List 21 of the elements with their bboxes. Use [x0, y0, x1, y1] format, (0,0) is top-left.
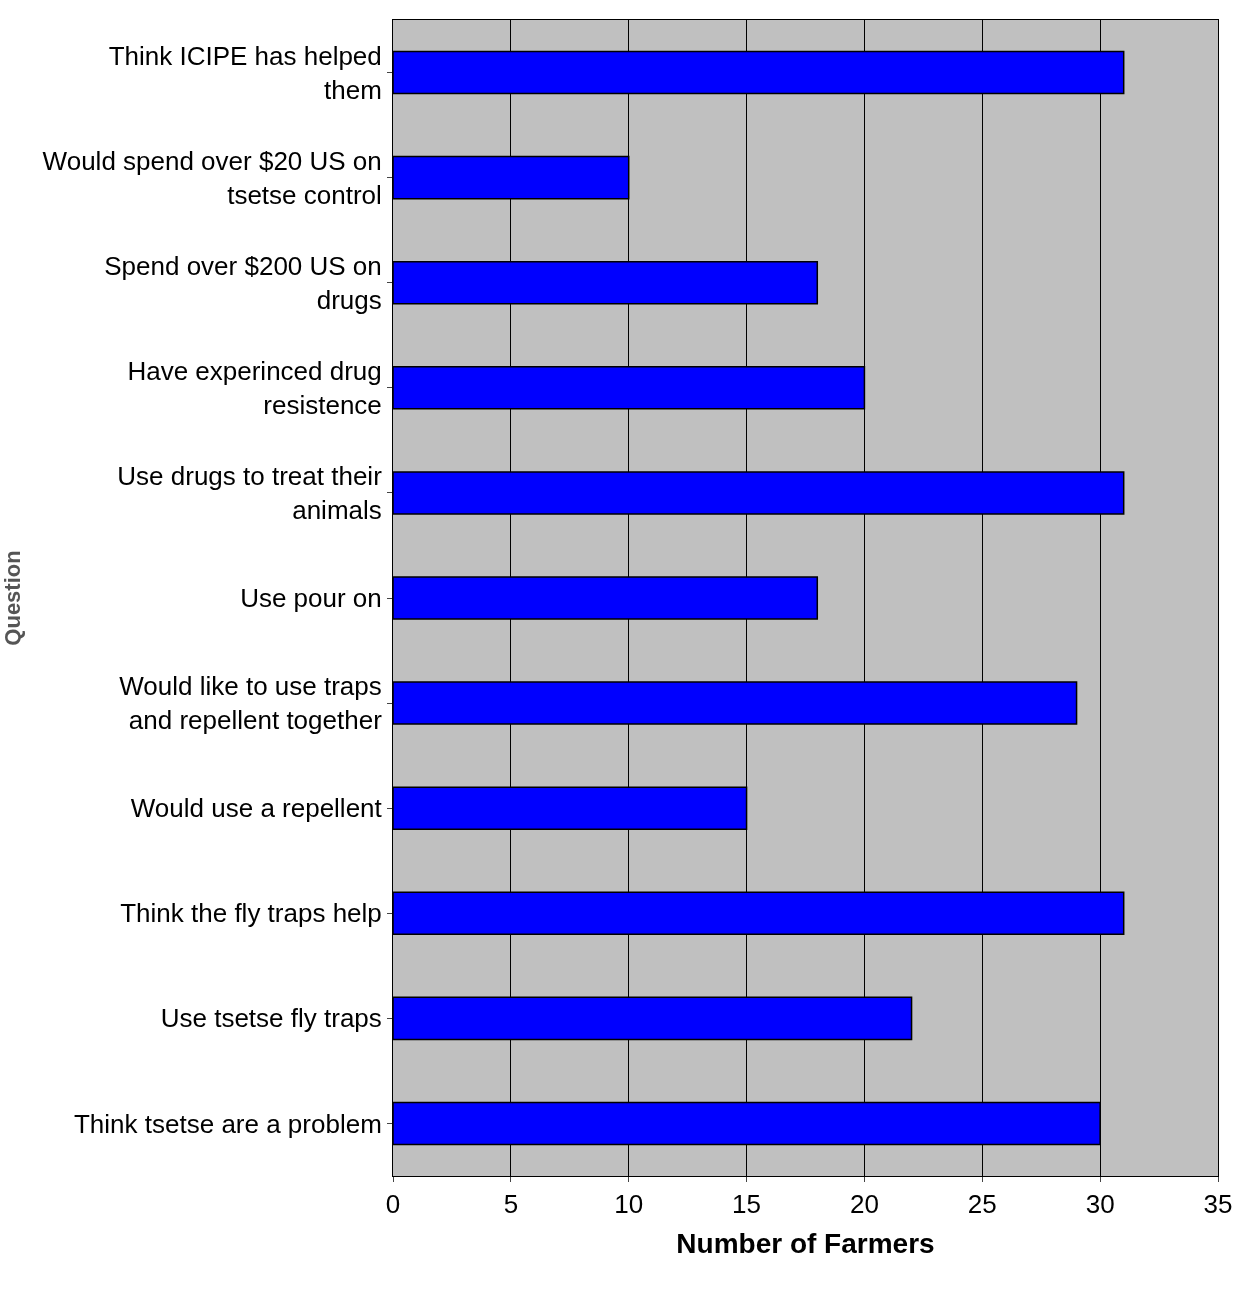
y-tick-label: Think the fly traps help [120, 898, 382, 929]
x-tick-label: 25 [967, 1189, 997, 1220]
x-tick-label: 30 [1085, 1189, 1115, 1220]
x-tick-label: 15 [732, 1189, 762, 1220]
x-tick-label: 0 [385, 1189, 401, 1220]
y-tick-label: Use pour on [240, 583, 382, 614]
y-axis-title: Question [0, 550, 26, 646]
y-tick-label: Would spend over $20 US on tsetse control [42, 145, 382, 210]
x-axis-title: Number of Farmers [676, 1228, 935, 1260]
y-tick-label: Have experinced drug resistence [127, 356, 382, 420]
x-tick-label: 10 [614, 1189, 644, 1220]
x-tick-label: 20 [849, 1189, 879, 1220]
y-tick-label: Use drugs to treat their animals [117, 461, 383, 525]
y-tick-label: Spend over $200 US on drugs [104, 250, 382, 315]
y-tick-label: Think tsetse are a problem [73, 1108, 382, 1139]
y-tick-label: Think ICIPE has helped them [108, 40, 382, 105]
y-tick-label: Use tsetse fly traps [160, 1003, 382, 1034]
y-tick-label: Would use a repellent [130, 793, 383, 824]
x-tick-label: 5 [503, 1189, 519, 1220]
y-tick-label: Would like to use traps and repellent together [119, 671, 383, 736]
x-tick-label: 35 [1203, 1189, 1233, 1220]
